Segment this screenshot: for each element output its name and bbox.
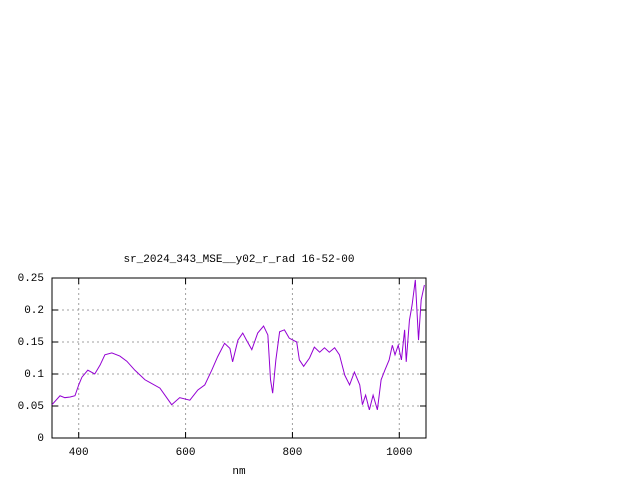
x-tick-label: 800	[283, 447, 303, 459]
x-tick-label: 600	[176, 447, 196, 459]
x-tick-label: 1000	[386, 447, 412, 459]
y-tick-label: 0.2	[24, 305, 44, 317]
y-tick-label: 0	[37, 433, 44, 445]
y-tick-label: 0.25	[18, 273, 44, 285]
x-tick-label: 400	[69, 447, 89, 459]
y-tick-label: 0.05	[18, 401, 44, 413]
chart-title: sr_2024_343_MSE__y02_r_rad 16-52-00	[123, 254, 354, 266]
data-line	[51, 279, 425, 410]
y-tick-label: 0.15	[18, 337, 44, 349]
plot-frame	[51, 277, 427, 439]
x-axis-label: nm	[232, 466, 246, 478]
y-tick-label: 0.1	[24, 369, 44, 381]
